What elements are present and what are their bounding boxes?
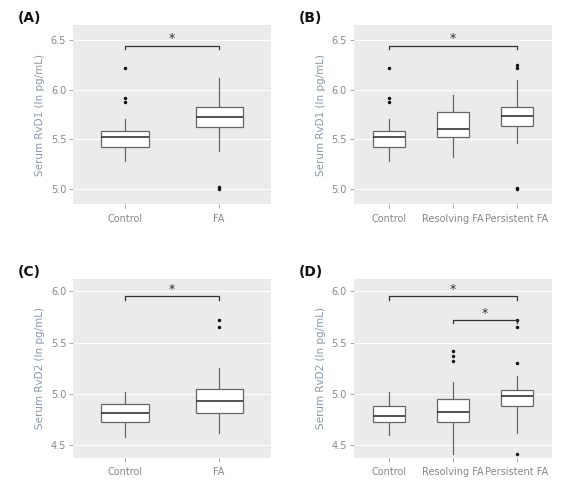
Y-axis label: Serum RvD2 (ln pg/mL): Serum RvD2 (ln pg/mL) bbox=[316, 307, 326, 430]
Text: *: * bbox=[450, 33, 456, 45]
Bar bbox=[437, 399, 469, 422]
Bar bbox=[101, 404, 149, 422]
Bar bbox=[373, 406, 405, 422]
Bar bbox=[437, 112, 469, 137]
Text: *: * bbox=[169, 283, 175, 296]
Bar bbox=[195, 389, 243, 412]
Text: (C): (C) bbox=[18, 265, 41, 279]
Y-axis label: Serum RvD1 (ln pg/mL): Serum RvD1 (ln pg/mL) bbox=[316, 53, 326, 176]
Text: *: * bbox=[481, 306, 488, 319]
Text: (D): (D) bbox=[298, 265, 323, 279]
Y-axis label: Serum RvD2 (ln pg/mL): Serum RvD2 (ln pg/mL) bbox=[35, 307, 45, 430]
Bar bbox=[195, 107, 243, 127]
Text: *: * bbox=[169, 33, 175, 45]
Bar bbox=[373, 131, 405, 147]
Bar bbox=[501, 390, 533, 406]
Text: *: * bbox=[450, 283, 456, 296]
Y-axis label: Serum RvD1 (ln pg/mL): Serum RvD1 (ln pg/mL) bbox=[35, 53, 45, 176]
Text: (A): (A) bbox=[18, 11, 41, 25]
Bar bbox=[501, 107, 533, 126]
Bar bbox=[101, 131, 149, 147]
Text: (B): (B) bbox=[298, 11, 322, 25]
